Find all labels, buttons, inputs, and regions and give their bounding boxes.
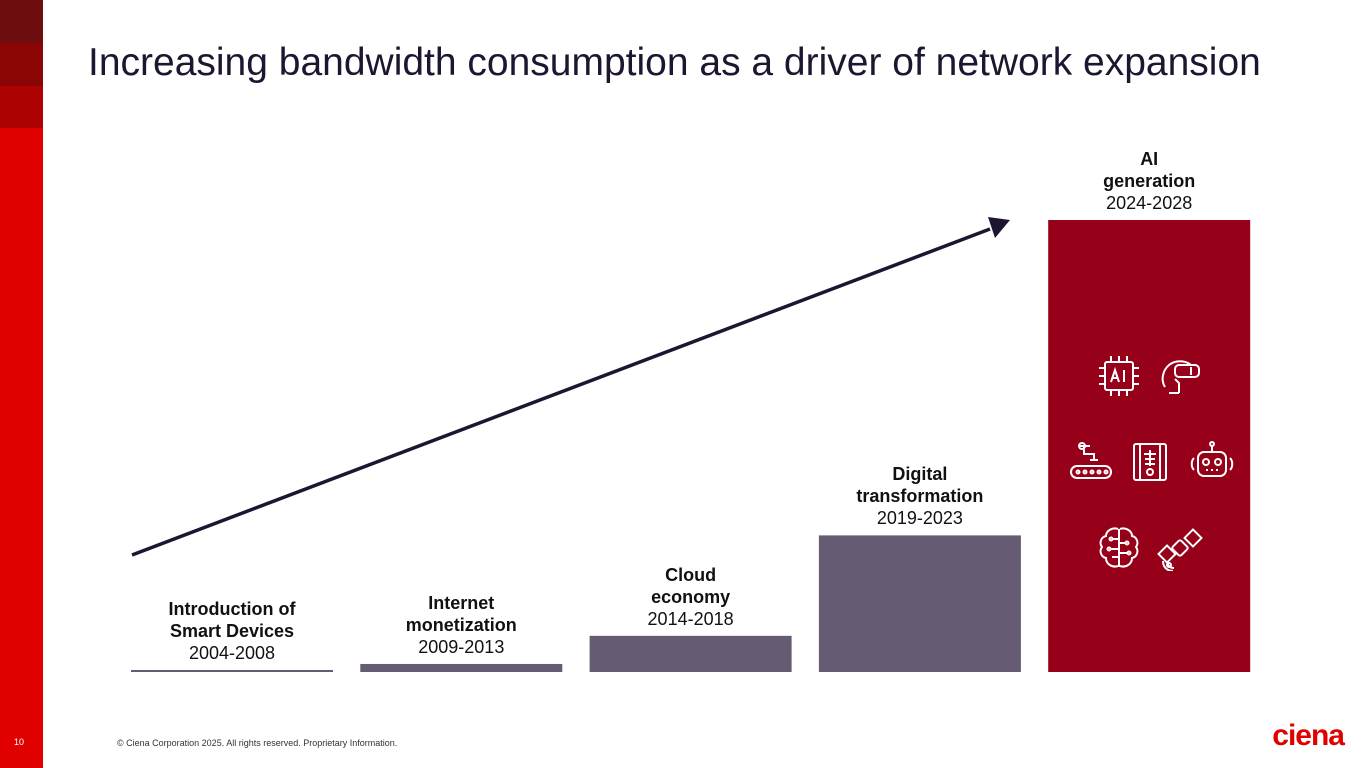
bar-category-label: Introduction of Smart Devices bbox=[168, 598, 296, 641]
bar-years-label: 2019-2023 bbox=[876, 508, 963, 529]
bar-0 bbox=[131, 669, 333, 672]
sidebar-block-dark bbox=[0, 0, 43, 43]
bar-category-label: Internet monetization bbox=[405, 592, 517, 635]
bar-years-label: 2009-2013 bbox=[418, 636, 505, 657]
bar-label-4: AI generation 2024-2028 bbox=[1038, 148, 1260, 214]
trend-arrow-line bbox=[131, 227, 991, 557]
trend-arrow-head bbox=[988, 217, 1010, 238]
sidebar-block-medium bbox=[0, 43, 43, 86]
bar-category-label: AI generation bbox=[1103, 149, 1196, 191]
sidebar-block-light bbox=[0, 86, 43, 128]
copyright-footer: © Ciena Corporation 2025. All rights res… bbox=[117, 738, 398, 748]
bar-category-label: Digital transformation bbox=[856, 464, 984, 507]
ciena-logo: ciena bbox=[1272, 719, 1345, 752]
slide-title: Increasing bandwidth consumption as a dr… bbox=[88, 41, 1261, 84]
bar-3 bbox=[818, 535, 1021, 672]
robot-head-icon bbox=[1190, 441, 1234, 477]
ai-chip-icon bbox=[1099, 356, 1139, 396]
conveyor-robot-arm-icon bbox=[1070, 442, 1112, 479]
xray-scan-icon bbox=[1133, 443, 1167, 481]
page-number: 10 bbox=[14, 737, 25, 747]
satellite-icon bbox=[1157, 528, 1203, 571]
bar-label-0: Introduction of Smart Devices 2004-2008 bbox=[121, 598, 343, 664]
bar-label-1: Internet monetization 2009-2013 bbox=[350, 592, 572, 658]
bar-years-label: 2004-2008 bbox=[188, 642, 276, 663]
bar-category-label: Cloud economy bbox=[651, 564, 731, 607]
bar-1 bbox=[360, 663, 563, 672]
sidebar-accent-bar: 10 bbox=[0, 0, 43, 768]
bar-years-label: 2024-2028 bbox=[1106, 193, 1193, 213]
bar-label-2: Cloud economy 2014-2018 bbox=[580, 564, 802, 630]
brain-circuit-icon bbox=[1099, 527, 1139, 568]
vr-headset-icon bbox=[1161, 360, 1200, 394]
bar-label-3: Digital transformation 2019-2023 bbox=[809, 463, 1031, 529]
bar-2 bbox=[589, 635, 792, 672]
bar-years-label: 2014-2018 bbox=[647, 608, 734, 629]
